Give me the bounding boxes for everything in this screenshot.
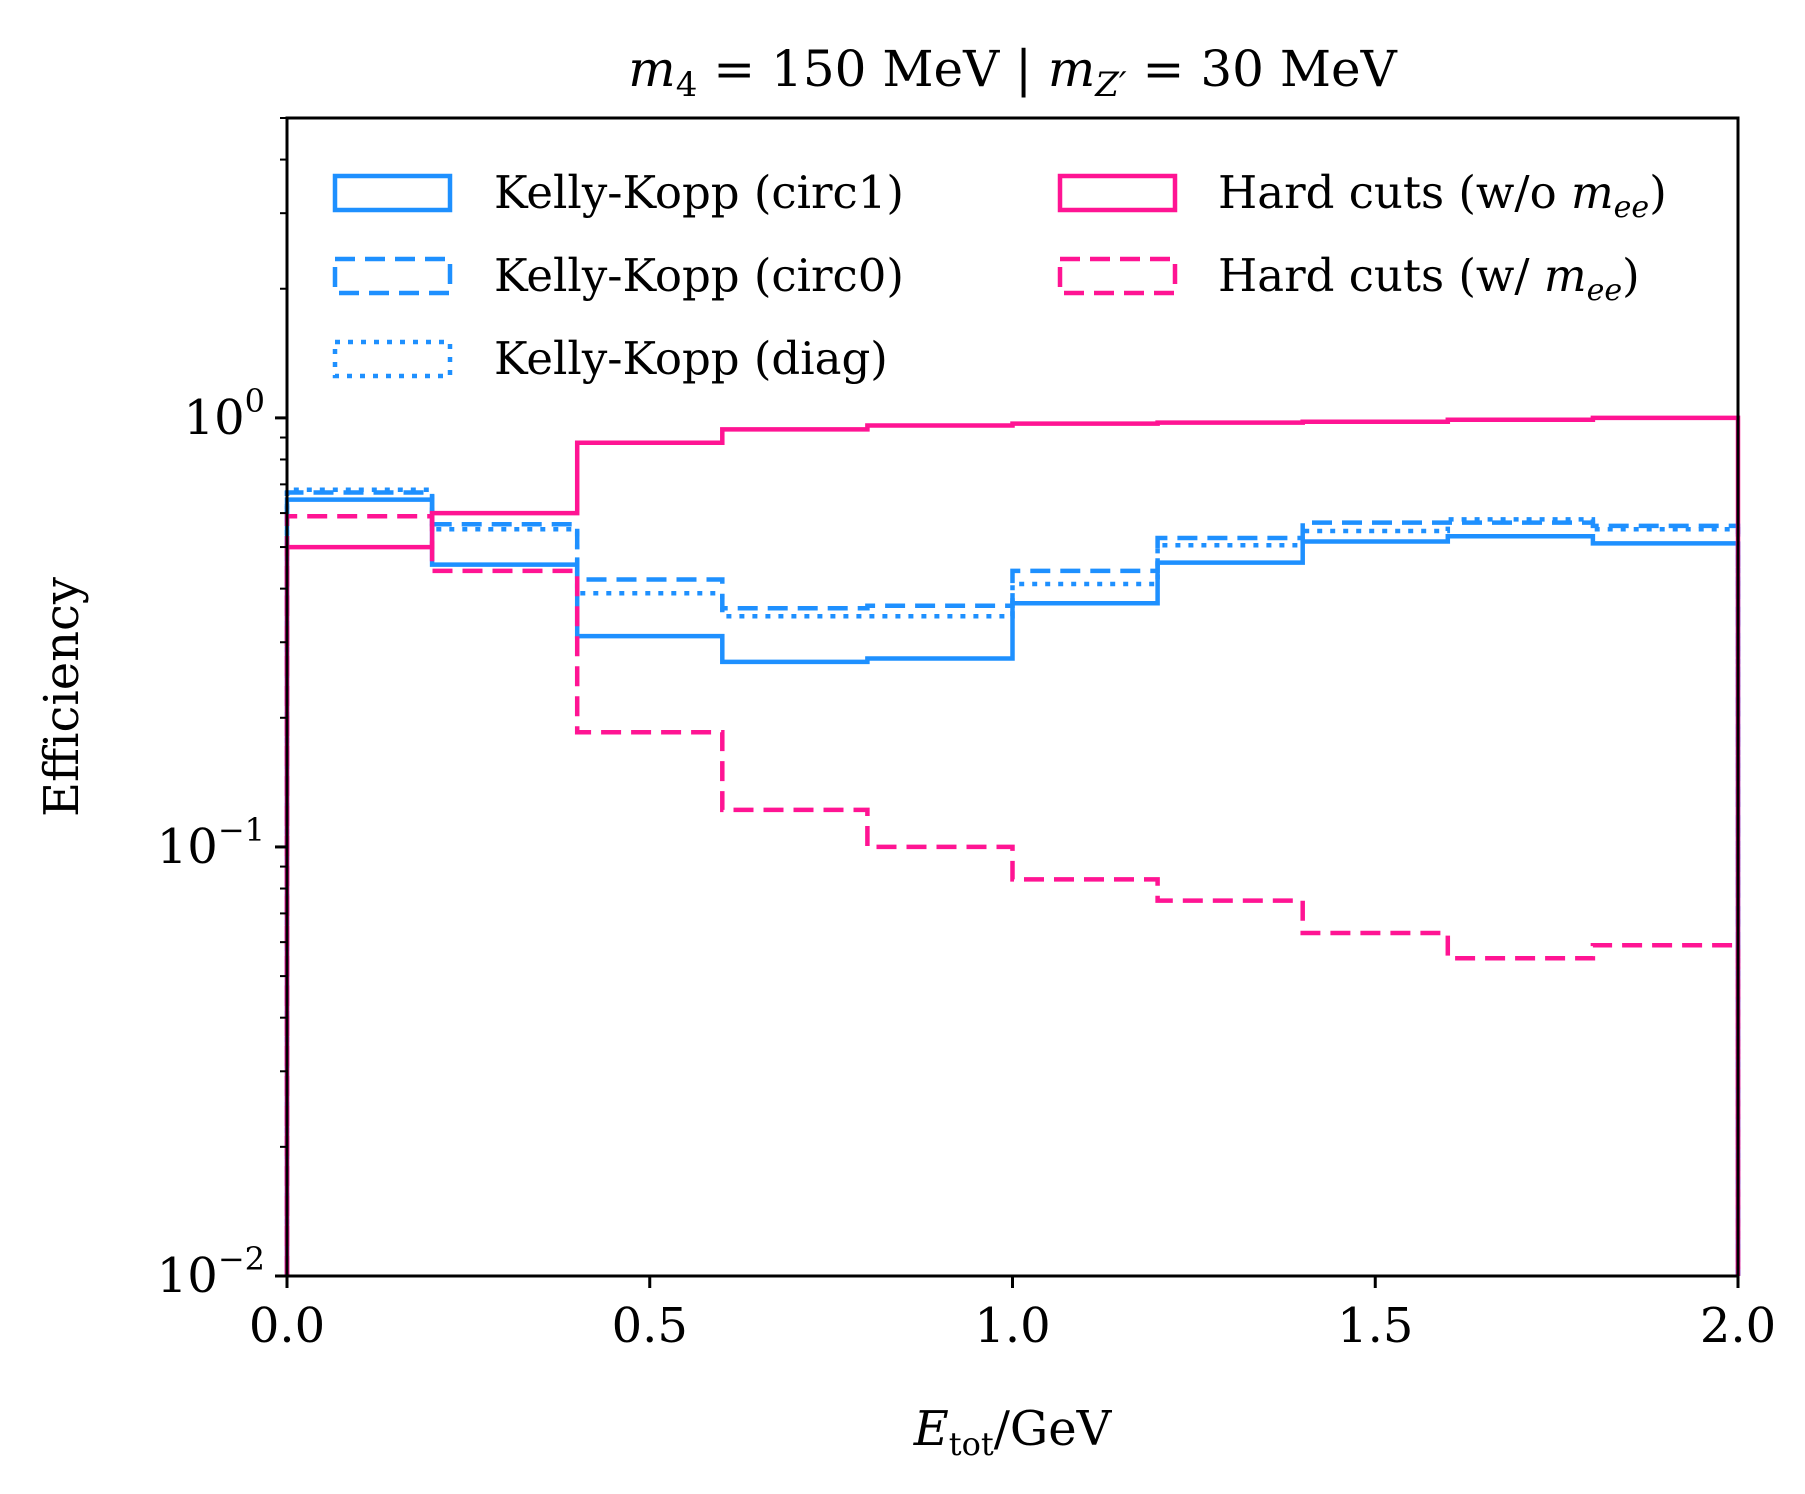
series-hc-w (284, 513, 1741, 1276)
series-kk-circ0 (284, 490, 1741, 1276)
series-kk-circ1 (284, 497, 1741, 1276)
legend-handle-hc-wo (1057, 173, 1178, 213)
legend-label-kk-circ1: Kelly-Kopp (circ1) (494, 166, 904, 219)
chart-title: m4 = 150 MeV | mZ′ = 30 MeV (628, 40, 1397, 105)
x-tick-label: 1.5 (1337, 1298, 1413, 1354)
label-layer: m4 = 150 MeV | mZ′ = 30 MeV Etot/GeV Effic… (34, 40, 1398, 1463)
legend-label-hc-w: Hard cuts (w/ mee) (1218, 249, 1640, 308)
legend-label-kk-diag: Kelly-Kopp (diag) (494, 332, 888, 385)
x-axis-label: Etot/GeV (913, 1401, 1113, 1463)
y-axis-label: Efficiency (34, 577, 90, 817)
legend-handle-kk-circ0 (332, 256, 453, 296)
y-tick-label: 100 (184, 382, 265, 446)
legend-label-hc-wo: Hard cuts (w/o mee) (1218, 166, 1667, 225)
y-tick-label: 10−1 (157, 811, 265, 875)
series-hc-wo (284, 415, 1741, 1276)
tick-layer: 0.0 0.5 1.0 1.5 2.0 100 10−1 10−2 (157, 117, 1776, 1354)
x-tick-label: 0.0 (249, 1298, 325, 1354)
legend-handle-kk-diag (332, 339, 453, 379)
x-tick-label: 1.0 (974, 1298, 1050, 1354)
x-tick-label: 2.0 (1700, 1298, 1776, 1354)
x-tick-label: 0.5 (612, 1298, 688, 1354)
legend-handle-kk-circ1 (332, 173, 453, 213)
legend: Kelly-Kopp (circ1) Kelly-Kopp (circ0) Kell… (332, 166, 1667, 385)
series-layer (284, 415, 1741, 1276)
legend-handle-hc-w (1057, 256, 1178, 296)
legend-label-kk-circ0: Kelly-Kopp (circ0) (494, 249, 904, 302)
y-tick-label: 10−2 (157, 1240, 265, 1304)
series-kk-diag (284, 487, 1741, 1276)
